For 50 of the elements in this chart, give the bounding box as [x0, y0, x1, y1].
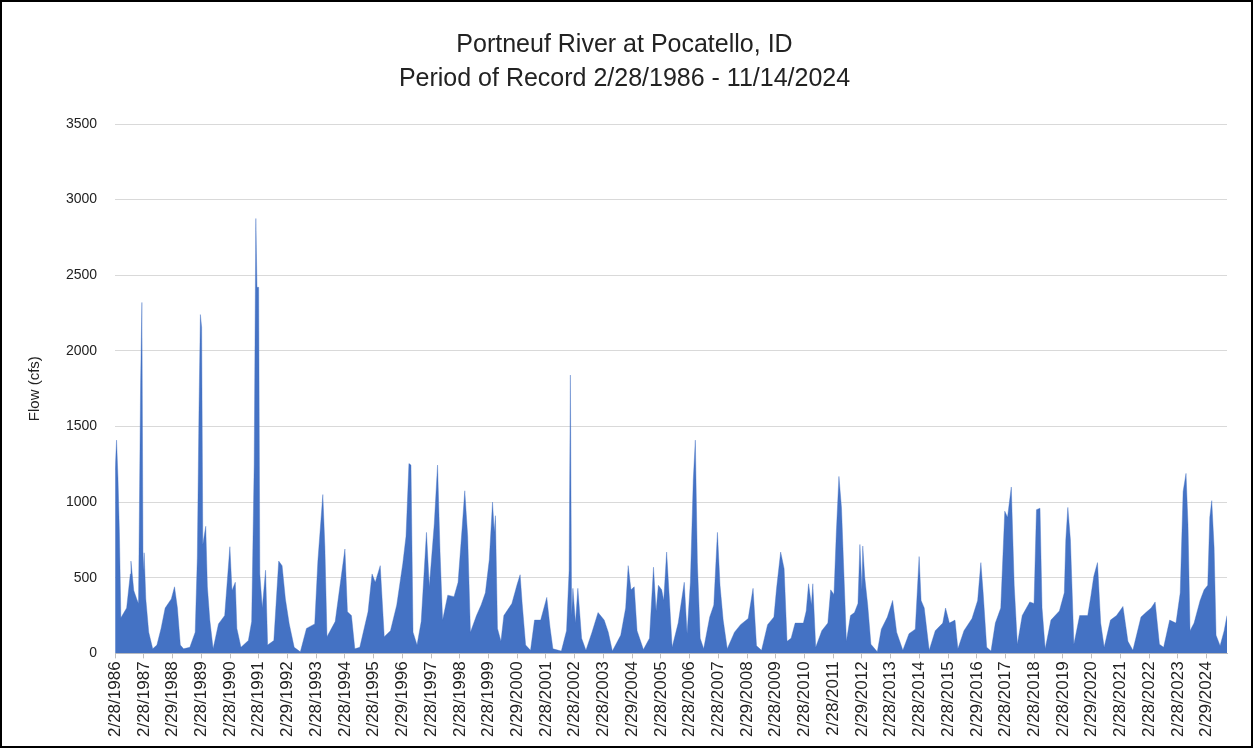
y-tick-label: 2500 — [65, 266, 98, 283]
x-tick-label: 2/28/1991 — [248, 661, 268, 738]
x-tick-label: 2/28/2003 — [593, 661, 613, 738]
x-tick-label: 2/28/2010 — [794, 661, 814, 738]
x-tick-label: 2/29/2020 — [1081, 661, 1101, 738]
x-tick-label: 2/28/1998 — [449, 661, 469, 738]
x-tick-label: 2/28/1990 — [219, 661, 239, 738]
x-tick-label: 2/29/1992 — [277, 661, 297, 738]
x-tick-label: 2/28/1999 — [478, 661, 498, 738]
x-tick-label: 2/28/2006 — [679, 661, 699, 738]
x-tick-label: 2/28/2002 — [564, 661, 584, 738]
y-tick-label: 0 — [89, 644, 98, 661]
chart-title: Portneuf River at Pocatello, ID — [456, 28, 793, 57]
x-tick-label: 2/29/1996 — [392, 661, 412, 738]
x-tick-label: 2/28/2021 — [1110, 661, 1130, 738]
x-tick-label: 2/29/2016 — [966, 661, 986, 738]
x-tick-label: 2/28/1986 — [104, 661, 124, 738]
y-tick-label: 3500 — [65, 114, 98, 131]
y-tick-label: 3000 — [65, 190, 98, 207]
x-tick-label: 2/28/2017 — [995, 661, 1015, 738]
x-tick-label: 2/28/2011 — [822, 661, 842, 736]
x-tick-label: 2/28/2022 — [1138, 661, 1158, 738]
x-tick-label: 2/28/2019 — [1052, 661, 1072, 738]
x-tick-label: 2/28/2014 — [909, 661, 929, 738]
x-tick-label: 2/28/2001 — [535, 661, 555, 738]
x-tick-label: 2/29/1988 — [162, 661, 182, 738]
x-tick-label: 2/28/1987 — [133, 661, 153, 738]
x-tick-label: 2/28/2018 — [1023, 661, 1043, 738]
y-tick-label: 500 — [73, 568, 98, 585]
x-tick-label: 2/29/2012 — [851, 661, 871, 738]
y-tick-label: 1000 — [65, 492, 98, 509]
x-tick-label: 2/28/2005 — [650, 661, 670, 738]
y-axis-title: Flow (cfs) — [25, 356, 43, 422]
x-tick-label: 2/28/1989 — [191, 661, 211, 738]
x-tick-label: 2/28/1997 — [420, 661, 440, 738]
x-tick-label: 2/29/2004 — [621, 661, 641, 738]
x-tick-label: 2/28/1993 — [305, 661, 325, 738]
x-tick-label: 2/28/2007 — [707, 661, 727, 738]
x-tick-label: 2/29/2008 — [736, 661, 756, 738]
x-tick-label: 2/28/1995 — [363, 661, 383, 738]
x-tick-label: 2/28/2023 — [1167, 661, 1187, 738]
x-tick-label: 2/28/1994 — [334, 661, 354, 738]
x-tick-label: 2/28/2015 — [937, 661, 957, 738]
y-tick-label: 1500 — [65, 417, 98, 434]
chart-subtitle: Period of Record 2/28/1986 - 11/14/2024 — [398, 62, 851, 91]
x-tick-label: 2/29/2000 — [506, 661, 526, 738]
y-tick-label: 2000 — [65, 341, 98, 358]
x-tick-label: 2/28/2013 — [880, 661, 900, 738]
x-tick-label: 2/28/2009 — [765, 661, 785, 738]
x-tick-label: 2/29/2024 — [1196, 661, 1216, 738]
